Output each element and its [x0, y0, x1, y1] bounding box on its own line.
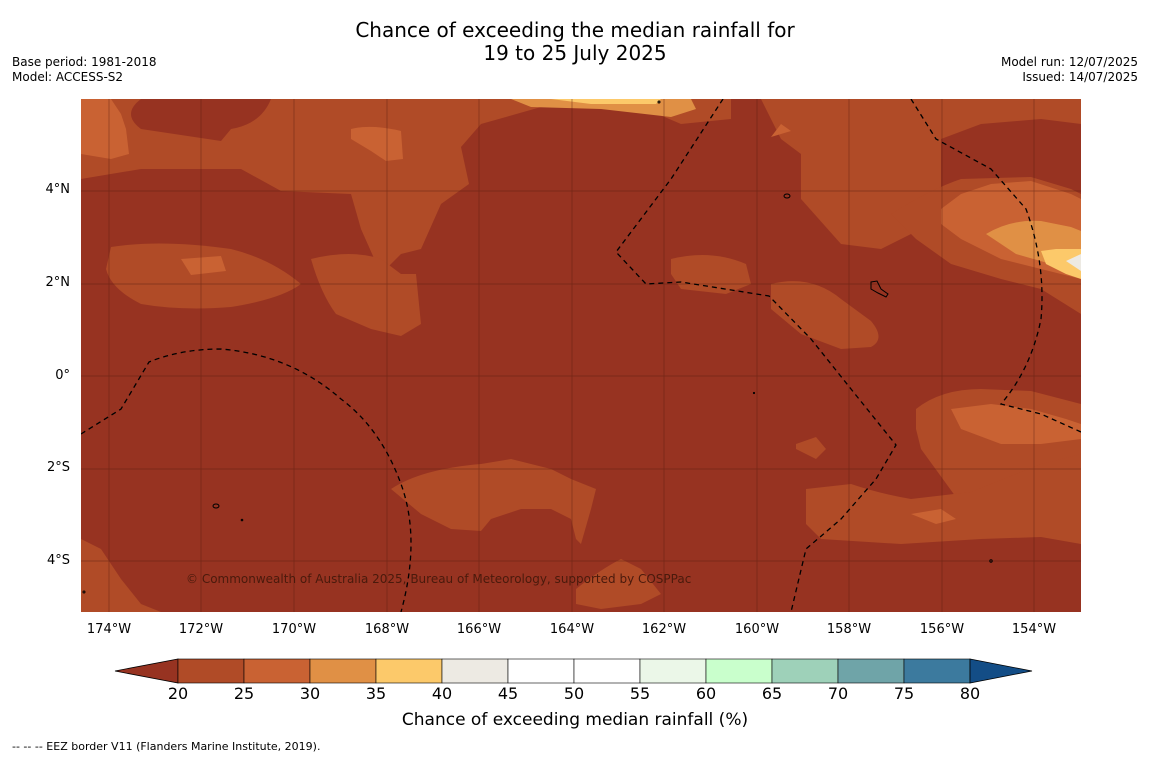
- colorbar-tick-label: 75: [893, 684, 915, 703]
- lon-label-154w: 154°W: [1011, 622, 1057, 637]
- lon-label-160w: 160°W: [734, 622, 780, 637]
- lat-label-0: 0°: [55, 368, 70, 383]
- colorbar-title: Chance of exceeding median rainfall (%): [401, 710, 749, 730]
- title-line-2: 19 to 25 July 2025: [483, 41, 667, 65]
- colorbar-tick-label: 60: [695, 684, 717, 703]
- colorbar-cell: [309, 658, 377, 684]
- colorbar-tick-label: 20: [167, 684, 189, 703]
- lon-label-166w: 166°W: [456, 622, 502, 637]
- colorbar-cell: [243, 658, 311, 684]
- meta-left: Base period: 1981-2018 Model: ACCESS-S2: [12, 55, 157, 85]
- colorbar-cell: [573, 658, 641, 684]
- lon-label-158w: 158°W: [826, 622, 872, 637]
- map-credit: © Commonwealth of Australia 2025, Bureau…: [186, 572, 691, 586]
- lat-label-4s: 4°S: [46, 553, 70, 568]
- lon-label-172w: 172°W: [178, 622, 224, 637]
- colorbar-cell: [705, 658, 773, 684]
- colorbar-tick-label: 45: [497, 684, 519, 703]
- colorbar-cell: [903, 658, 971, 684]
- base-period: Base period: 1981-2018: [12, 55, 157, 69]
- map-title: Chance of exceeding the median rainfall …: [0, 19, 1150, 65]
- model-name: Model: ACCESS-S2: [12, 70, 124, 84]
- region-45-50: [1066, 254, 1081, 271]
- title-line-1: Chance of exceeding the median rainfall …: [355, 18, 795, 42]
- colorbar-cell: [639, 658, 707, 684]
- colorbar-cell: [837, 658, 905, 684]
- rainfall-map: © Commonwealth of Australia 2025, Bureau…: [81, 99, 1081, 612]
- colorbar-extend-high: [969, 658, 1033, 684]
- colorbar-tick-label: 25: [233, 684, 255, 703]
- colorbar-tick-label: 50: [563, 684, 585, 703]
- colorbar-cell: [771, 658, 839, 684]
- colorbar-cell: [507, 658, 575, 684]
- lon-label-168w: 168°W: [364, 622, 410, 637]
- colorbar-cells: [114, 658, 1033, 684]
- colorbar-tick-label: 30: [299, 684, 321, 703]
- islands: [82, 100, 993, 594]
- model-run: Model run: 12/07/2025: [1000, 55, 1138, 69]
- eez-footnote: -- -- -- EEZ border V11 (Flanders Marine…: [12, 740, 321, 753]
- colorbar-cell: [375, 658, 443, 684]
- lon-label-156w: 156°W: [919, 622, 965, 637]
- lon-label-170w: 170°W: [271, 622, 317, 637]
- colorbar-tick-label: 70: [827, 684, 849, 703]
- graticule: [81, 99, 1081, 612]
- colorbar-tick-label: 65: [761, 684, 783, 703]
- lon-label-174w: 174°W: [86, 622, 132, 637]
- meta-right: Model run: 12/07/2025 Issued: 14/07/2025: [1001, 55, 1138, 85]
- lat-label-4n: 4°N: [45, 182, 71, 197]
- lat-label-2s: 2°S: [46, 460, 70, 475]
- colorbar-tick-label: 40: [431, 684, 453, 703]
- colorbar-cell: [177, 658, 245, 684]
- colorbar-extend-low: [114, 658, 179, 684]
- colorbar-cell: [441, 658, 509, 684]
- region-25-30: [81, 99, 1081, 612]
- colorbar-tick-label: 35: [365, 684, 387, 703]
- eez-borders: [81, 99, 1081, 612]
- issued-date: Issued: 14/07/2025: [1022, 70, 1138, 84]
- region-40-45: [551, 99, 1081, 279]
- lon-label-164w: 164°W: [549, 622, 595, 637]
- colorbar-tick-label: 80: [959, 684, 981, 703]
- colorbar: [114, 658, 1033, 684]
- colorbar-tick-label: 55: [629, 684, 651, 703]
- lat-label-2n: 2°N: [45, 275, 71, 290]
- lon-label-162w: 162°W: [641, 622, 687, 637]
